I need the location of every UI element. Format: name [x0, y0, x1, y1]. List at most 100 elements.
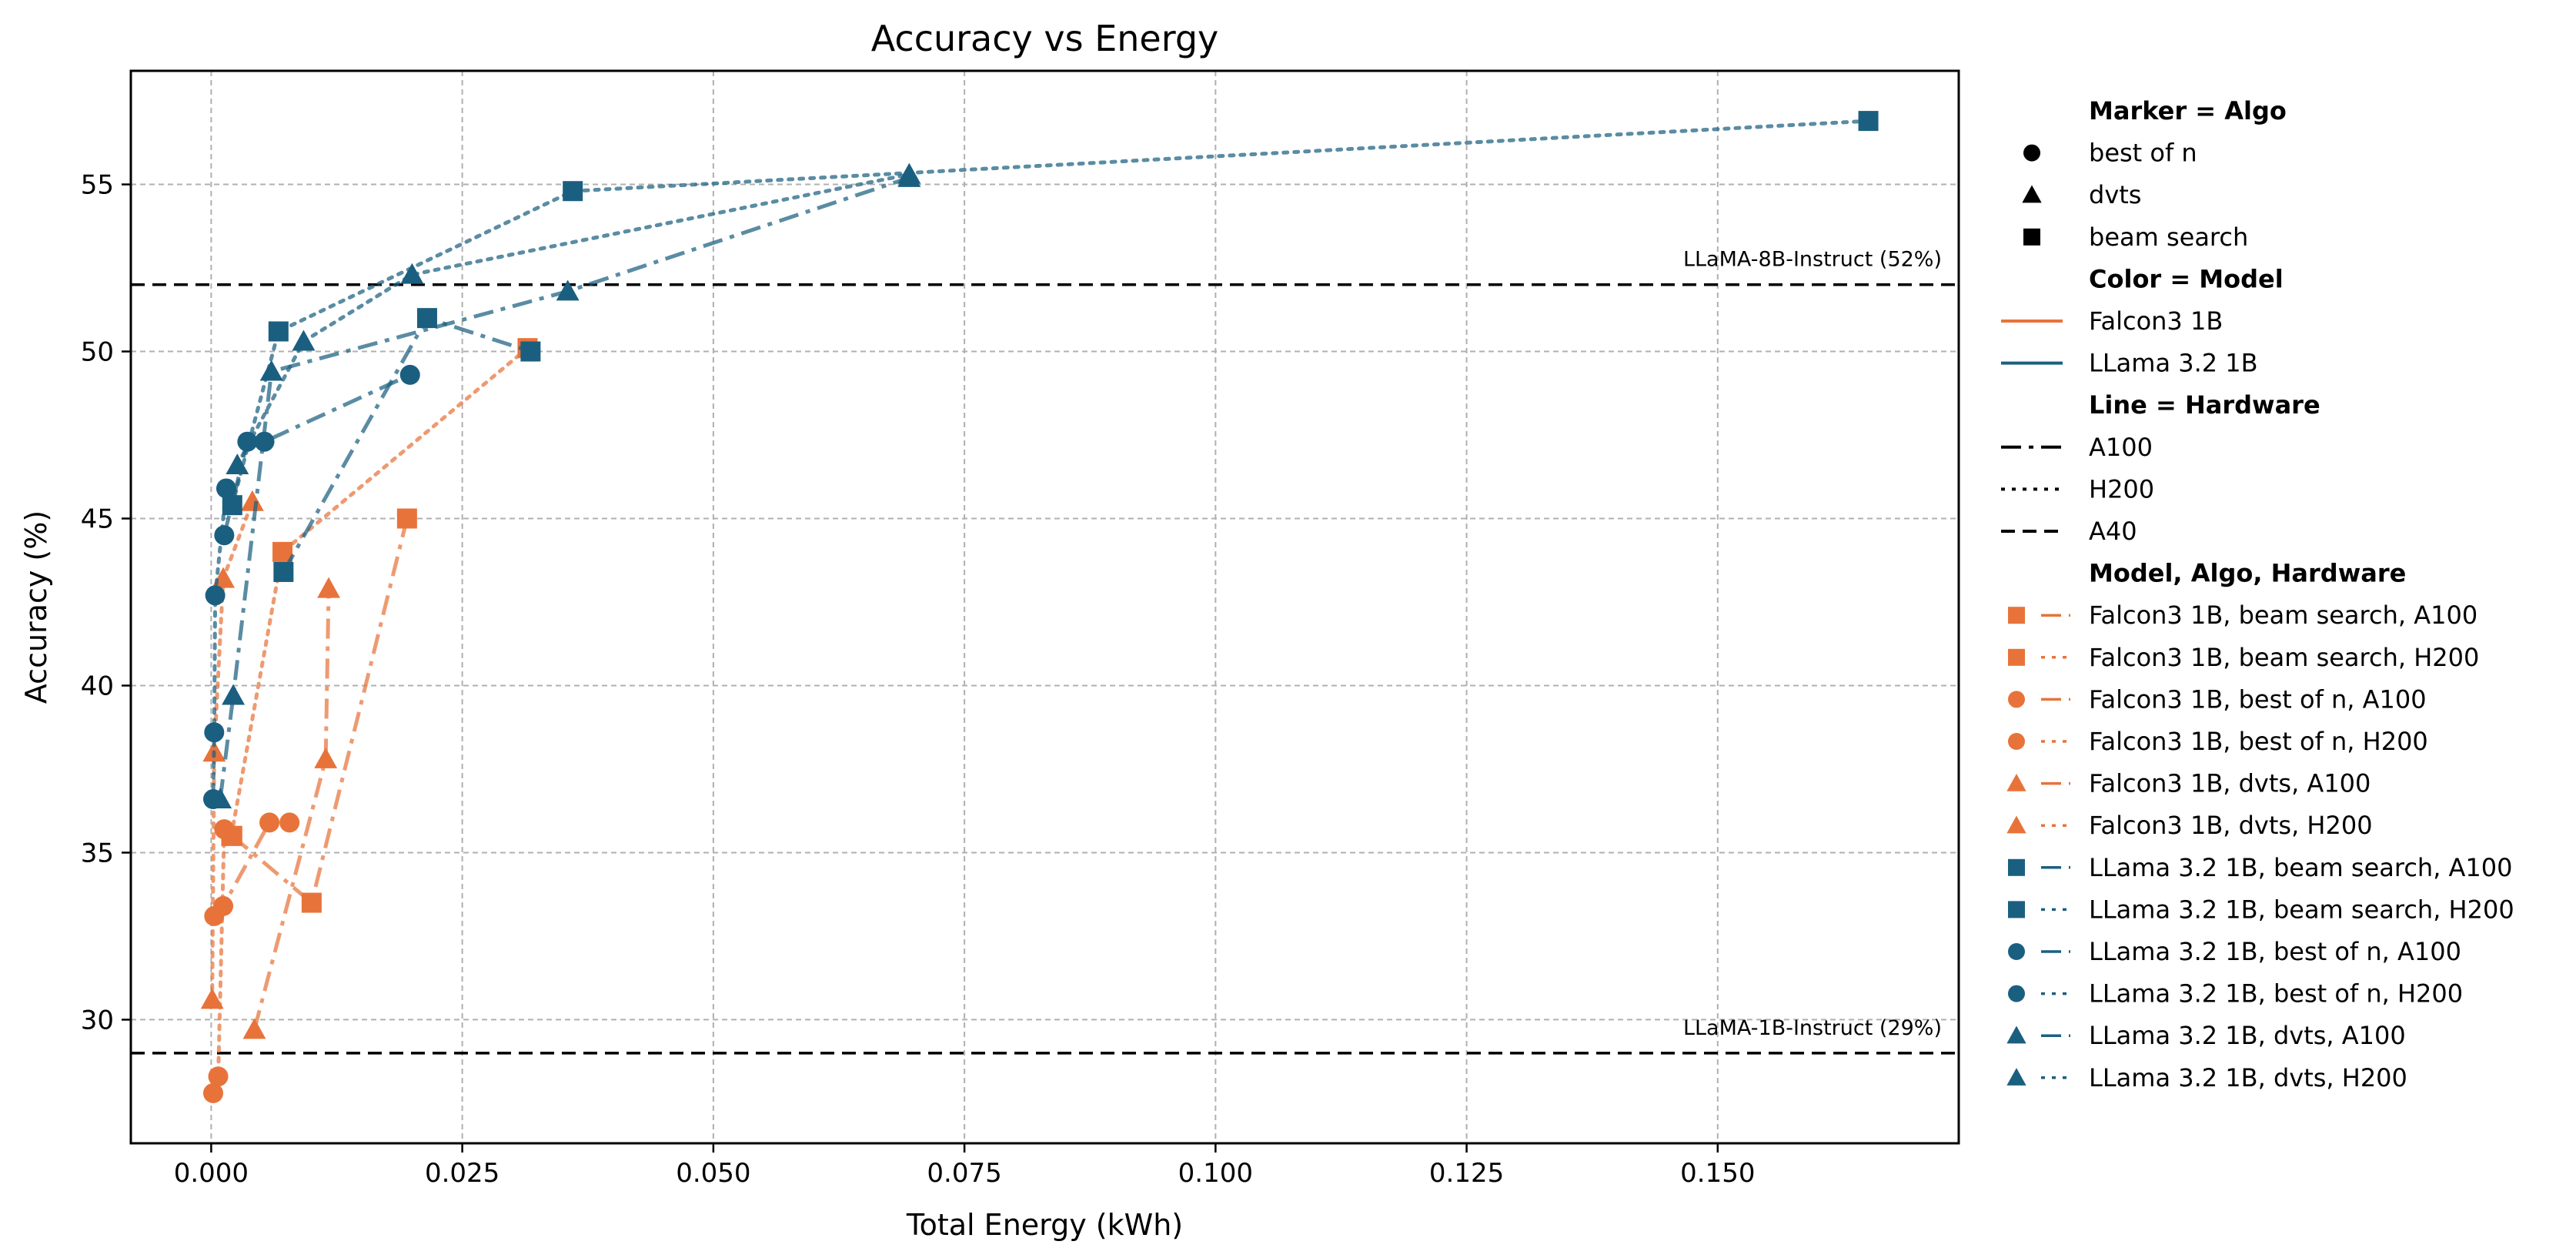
data-point: [279, 812, 300, 833]
x-tick-label: 0.075: [927, 1158, 1001, 1189]
reference-lines: LLaMA-8B-Instruct (52%) LLaMA-1B-Instruct…: [131, 248, 1959, 1055]
data-point: [556, 279, 580, 301]
y-tick-label: 35: [81, 838, 114, 868]
data-point: [208, 1066, 229, 1087]
legend-marker: [2022, 185, 2042, 203]
legend-marker: [2006, 773, 2026, 791]
data-point: [1858, 111, 1879, 132]
series-group: [209, 166, 921, 808]
x-tick-label: 0.100: [1178, 1158, 1253, 1189]
data-point: [209, 788, 232, 808]
data-point: [292, 330, 316, 351]
legend-entry: LLama 3.2 1B, best of n, H200: [2089, 979, 2463, 1009]
data-point: [214, 819, 235, 840]
legend-entry: A40: [2089, 517, 2137, 546]
series-group: [203, 819, 235, 1103]
x-tick-label: 0.050: [676, 1158, 750, 1189]
legend-marker: [2008, 607, 2025, 624]
x-tick-label: 0.125: [1429, 1158, 1504, 1189]
legend-marker: [2008, 648, 2025, 666]
series-group: [226, 162, 921, 475]
data-point: [416, 308, 437, 329]
data-point: [259, 360, 283, 381]
grid-lines: [131, 71, 1959, 1143]
legend-marker: [2008, 691, 2025, 708]
series-group: [200, 490, 264, 1009]
legend-group-title: Model, Algo, Hardware: [2089, 559, 2406, 588]
legend-entry: LLama 3.2 1B, beam search, A100: [2089, 853, 2513, 882]
series-line: [282, 316, 532, 574]
plot-frame: [129, 69, 1960, 1145]
data-point: [216, 478, 236, 499]
reference-line-label: LLaMA-8B-Instruct (52%): [1683, 248, 1942, 272]
legend-marker: [2008, 733, 2025, 750]
legend-marker: [2006, 1025, 2026, 1044]
legend-entry: Falcon3 1B, best of n, H200: [2089, 727, 2428, 756]
legend-entry: LLama 3.2 1B, dvts, H200: [2089, 1063, 2407, 1092]
data-point: [254, 431, 275, 452]
legend-entry: Falcon3 1B, beam search, H200: [2089, 643, 2479, 672]
y-tick-label: 40: [81, 671, 114, 701]
data-point: [203, 1082, 224, 1103]
series-line: [235, 172, 911, 467]
series-line: [210, 500, 255, 1002]
axis-ticks: 0.000 0.025 0.050 0.075 0.100 0.125 0.150 30 35 4…: [81, 170, 1756, 1189]
x-tick-label: 0.025: [425, 1158, 499, 1189]
series-line: [230, 119, 1871, 507]
data-point: [563, 181, 583, 202]
reference-line-label: LLaMA-1B-Instruct (29%): [1683, 1016, 1942, 1040]
legend-entry: dvts: [2089, 180, 2141, 209]
legend-marker: [2006, 1068, 2026, 1086]
data-point: [214, 525, 235, 546]
series-group: [222, 111, 1879, 516]
series-line: [229, 346, 530, 838]
y-tick-label: 30: [81, 1005, 114, 1036]
legend-group-title: Line = Hardware: [2089, 390, 2320, 420]
x-tick-label: 0.000: [174, 1158, 249, 1189]
series-group: [221, 338, 538, 846]
data-point: [268, 321, 289, 342]
series-line: [211, 827, 226, 1096]
data-point: [897, 162, 921, 184]
legend-entry: H200: [2089, 474, 2154, 504]
y-tick-label: 55: [81, 170, 114, 201]
legend-entry: Falcon3 1B, dvts, H200: [2089, 811, 2373, 840]
legend-entry: A100: [2089, 433, 2153, 462]
data-point: [314, 748, 338, 768]
chart-title: Accuracy vs Energy: [871, 18, 1219, 59]
series-line: [211, 486, 229, 801]
data-point: [226, 453, 249, 475]
data-point: [222, 684, 246, 705]
legend-entry: LLama 3.2 1B, beam search, H200: [2089, 895, 2514, 924]
x-axis-label: Total Energy (kWh): [906, 1208, 1183, 1242]
y-axis-label: Accuracy (%): [19, 510, 53, 704]
data-point: [205, 585, 226, 606]
data-point: [240, 490, 264, 511]
legend-marker: [2023, 228, 2040, 246]
y-tick-label: 50: [81, 337, 114, 368]
data-point: [317, 577, 341, 598]
legend-marker: [2008, 858, 2025, 876]
data-point: [396, 508, 417, 529]
data-point: [259, 812, 280, 833]
data-point: [400, 263, 424, 284]
data-point: [399, 364, 420, 385]
legend-entry: best of n: [2089, 139, 2197, 168]
data-point: [200, 988, 224, 1009]
data-point: [204, 722, 225, 743]
legend: Marker = Algo best of n dvts beam search Col…: [2001, 96, 2514, 1092]
y-tick-label: 45: [81, 504, 114, 535]
series-group: [203, 478, 236, 810]
series-line: [252, 588, 331, 1031]
legend-marker: [2008, 901, 2025, 918]
data-point: [273, 561, 294, 582]
series-group: [242, 577, 341, 1039]
legend-entry: Falcon3 1B, best of n, A100: [2089, 684, 2427, 714]
x-tick-label: 0.150: [1680, 1158, 1755, 1189]
series-line: [218, 176, 910, 800]
data-point: [301, 892, 322, 913]
legend-group-title: Color = Model: [2089, 264, 2284, 293]
legend-marker: [2006, 815, 2026, 834]
legend-entry: beam search: [2089, 222, 2248, 252]
